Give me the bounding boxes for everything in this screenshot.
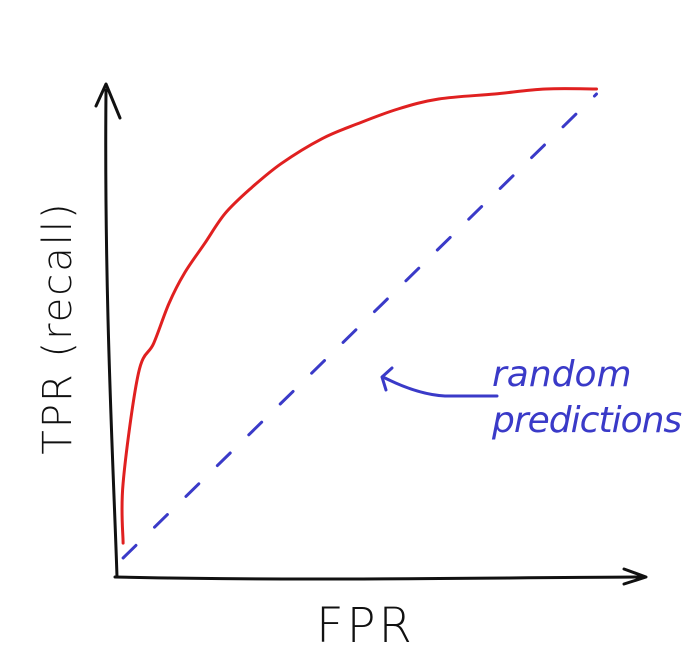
random-baseline-line [121, 92, 598, 560]
x-axis-label: FPR [316, 598, 415, 654]
x-axis-arrowhead [622, 567, 648, 586]
x-axis-line [113, 575, 647, 581]
y-axis-line [104, 88, 119, 579]
annotation-arrow [380, 366, 499, 398]
annotation-line-2: predictions [492, 400, 682, 441]
annotation-line-1: random [492, 354, 632, 395]
annotation-random-predictions: random predictions [492, 352, 682, 444]
series-layer [120, 87, 598, 560]
y-axis-arrowhead [94, 82, 122, 120]
roc-curve-line [120, 87, 598, 545]
chart-axes [94, 82, 648, 586]
y-axis-label: TPR (recall) [35, 201, 81, 455]
annotation-arrow-head [380, 366, 394, 392]
annotation-arrow-shaft [383, 376, 499, 398]
